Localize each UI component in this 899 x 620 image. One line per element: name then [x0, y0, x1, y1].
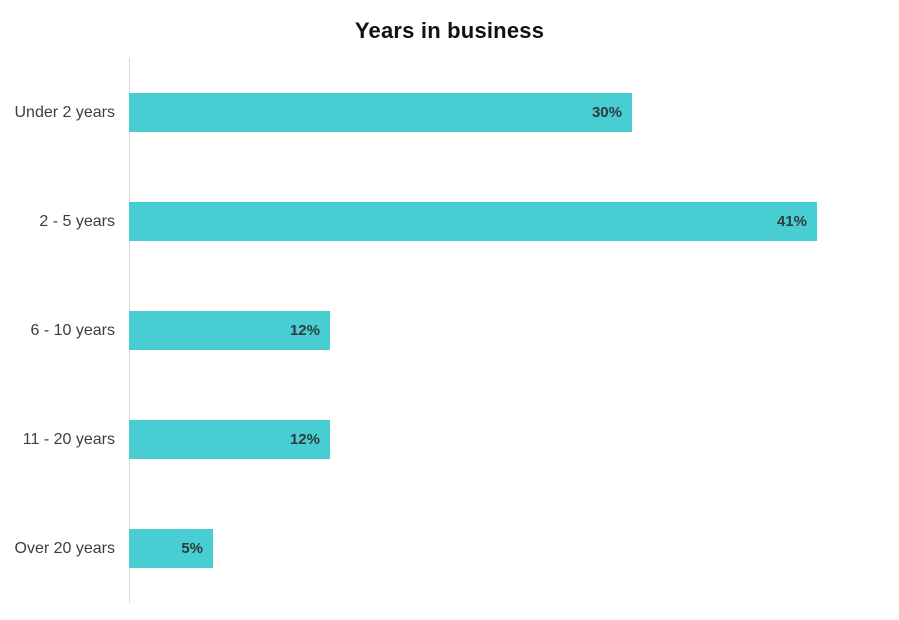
bar-row: Over 20 years 5% — [0, 494, 899, 603]
bar-track: 12% — [129, 420, 899, 459]
category-label: 11 - 20 years — [22, 430, 115, 448]
bar-track: 5% — [129, 529, 899, 568]
bar-track: 30% — [129, 93, 899, 132]
bar-row: Under 2 years 30% — [0, 58, 899, 167]
category-label: 2 - 5 years — [39, 212, 115, 230]
value-label: 41% — [776, 213, 807, 230]
category-label: 6 - 10 years — [30, 321, 115, 339]
chart-title: Years in business — [354, 18, 545, 43]
bar-track: 41% — [129, 202, 899, 241]
bar: 12% — [129, 311, 330, 350]
bar-track: 12% — [129, 311, 899, 350]
category-label: Under 2 years — [14, 103, 116, 121]
bar: 41% — [129, 202, 817, 241]
bar-row: 2 - 5 years 41% — [0, 167, 899, 276]
value-label: 30% — [591, 104, 622, 121]
bar: 5% — [129, 529, 213, 568]
value-label: 12% — [289, 431, 320, 448]
value-label: 5% — [181, 540, 203, 557]
value-label: 12% — [289, 322, 320, 339]
bar-row: 11 - 20 years 12% — [0, 385, 899, 494]
bar: 30% — [129, 93, 632, 132]
bar-row: 6 - 10 years 12% — [0, 276, 899, 385]
bar-rows: Under 2 years 30% 2 - 5 years 41% 6 - 10 yea… — [0, 58, 899, 603]
bar: 12% — [129, 420, 330, 459]
category-label: Over 20 years — [14, 539, 115, 557]
